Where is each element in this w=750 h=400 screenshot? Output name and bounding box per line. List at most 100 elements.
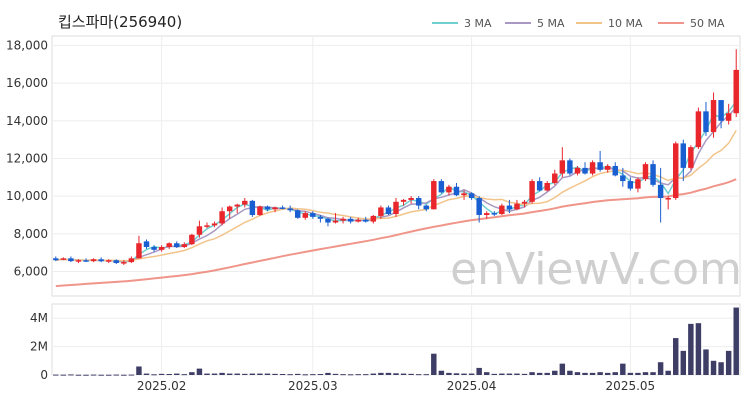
candle-body [68, 258, 74, 262]
candle [529, 179, 535, 204]
volume-bar [620, 363, 626, 375]
candle-body [393, 201, 399, 215]
volume-bar [385, 372, 392, 375]
candle-body [226, 206, 233, 212]
volume-series [53, 307, 739, 376]
candle [325, 217, 331, 227]
candle-body [219, 211, 225, 224]
candle [423, 204, 429, 212]
volume-bar [68, 374, 74, 376]
volume-bar [264, 373, 271, 375]
price-tick-label: 14,000 [6, 114, 48, 128]
candle [642, 162, 649, 182]
candle-body [53, 258, 59, 261]
volume-tick-label: 2M [30, 340, 48, 354]
volume-bar [181, 374, 188, 376]
candle [552, 169, 558, 185]
candlestick-series [53, 49, 739, 265]
candle-body [552, 173, 558, 183]
candle-body [718, 100, 724, 121]
candle [665, 196, 671, 210]
candle [521, 199, 528, 208]
candle-body [415, 198, 422, 206]
candle [597, 150, 603, 172]
price-tick-label: 6,000 [14, 265, 48, 279]
candle-body [83, 260, 89, 262]
candle [703, 101, 709, 136]
volume-bar [294, 373, 301, 375]
candle-body [521, 201, 528, 204]
candle-body [567, 160, 573, 174]
candle-body [733, 69, 739, 114]
volume-bar [211, 373, 218, 375]
candle-body [151, 247, 157, 250]
candle [113, 259, 119, 264]
volume-bar [310, 374, 316, 376]
candle [393, 198, 399, 217]
candle [355, 217, 361, 223]
price-panel-frame [51, 35, 741, 297]
candle-body [468, 193, 475, 199]
candle [128, 256, 135, 264]
volume-bar [378, 372, 384, 375]
date-tick-label: 2025.03 [288, 379, 338, 393]
volume-bar [370, 373, 377, 375]
candle-body [158, 247, 165, 250]
volume-bar [484, 372, 490, 375]
candle-body [642, 164, 649, 180]
candle-body [529, 181, 535, 202]
candle [650, 160, 656, 187]
candle [189, 233, 195, 246]
candle [657, 167, 664, 223]
candle-body [438, 181, 445, 193]
candle [695, 107, 702, 150]
price-tick-label: 16,000 [6, 76, 48, 90]
candle-body [725, 113, 732, 121]
price-tick-label: 12,000 [6, 151, 48, 165]
candle-body [310, 213, 316, 217]
candle-body [484, 213, 490, 215]
candle-body [491, 213, 498, 215]
candle-body [695, 111, 702, 148]
candle [461, 190, 467, 200]
candle-body [332, 220, 339, 223]
candle [121, 260, 127, 265]
candle [60, 257, 67, 261]
candle [627, 177, 634, 191]
candle-body [506, 205, 513, 210]
candle-body [60, 258, 67, 260]
volume-bar [514, 373, 520, 375]
candle [136, 235, 142, 259]
volume-bar [506, 373, 513, 375]
ma-line-3 [55, 100, 737, 263]
volume-bar [242, 373, 248, 375]
candle-body [559, 160, 566, 174]
volume-bar [423, 374, 429, 376]
candle [718, 100, 724, 129]
volume-bar [60, 374, 67, 376]
volume-bar [363, 374, 369, 376]
candle-body [650, 164, 656, 185]
candle-body [635, 179, 641, 189]
volume-bar [567, 370, 573, 375]
candle [385, 205, 392, 215]
volume-bar [257, 373, 263, 375]
candle-body [589, 162, 596, 174]
candle-body [703, 111, 709, 133]
volume-bar [121, 374, 127, 376]
volume-axis-labels: 0 2M 4M [30, 311, 48, 382]
candle [438, 179, 445, 194]
legend-label: 10 MA [608, 17, 643, 30]
candle-body [400, 199, 407, 202]
candle [310, 211, 316, 219]
volume-bar [453, 373, 460, 375]
candle [476, 196, 482, 223]
candle [249, 199, 256, 217]
candle [567, 158, 573, 176]
candle-body [113, 260, 119, 264]
date-tick-label: 2025.05 [606, 379, 656, 393]
price-grid [51, 35, 741, 297]
candle [582, 162, 588, 175]
candle-body [128, 258, 135, 263]
